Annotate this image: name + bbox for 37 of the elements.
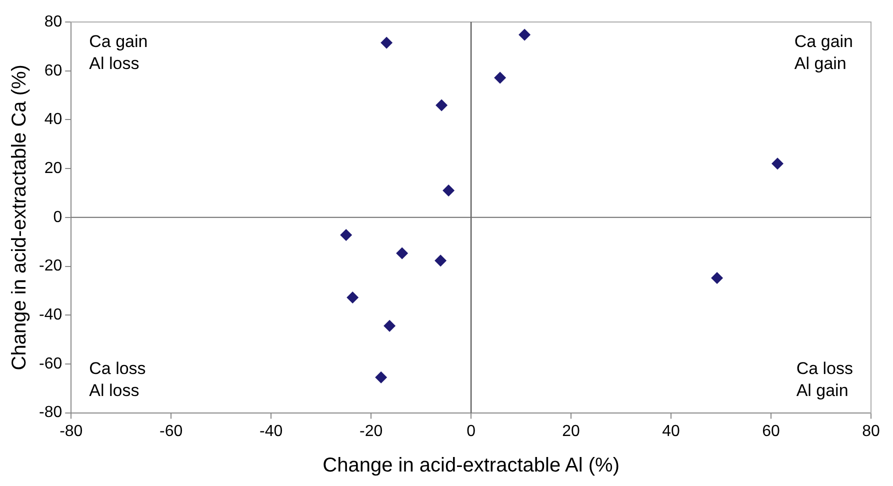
point	[434, 254, 447, 267]
point	[772, 158, 784, 170]
y-tick-label: 20	[44, 160, 62, 177]
x-tick-label: -40	[260, 422, 283, 440]
point	[494, 72, 506, 84]
point	[396, 247, 408, 260]
x-tick-label: 40	[662, 422, 680, 440]
annotation: Ca loss Al loss	[89, 358, 146, 400]
point	[375, 371, 388, 384]
point	[518, 28, 531, 41]
x-tick-label: 0	[466, 422, 476, 440]
x-axis-title: Change in acid-extractable Al (%)	[322, 454, 620, 477]
annotation: Ca gain Al gain	[794, 32, 854, 74]
x-tick-label: 60	[762, 422, 780, 440]
y-tick-label: 60	[44, 62, 62, 80]
point	[346, 292, 359, 304]
y-tick-label: -20	[39, 258, 62, 275]
point	[384, 320, 396, 332]
x-tick-label: -60	[160, 422, 183, 440]
point	[711, 272, 724, 284]
x-tick-label: -80	[60, 422, 83, 440]
y-tick-label: -80	[39, 404, 62, 422]
y-tick-label: 80	[44, 13, 62, 30]
y-tick-label: 40	[44, 111, 62, 128]
y-axis-title: Change in acid-extractable Ca (%)	[8, 64, 31, 370]
point	[380, 36, 393, 49]
y-tick-label: 0	[53, 208, 62, 226]
annotation: Ca loss Al gain	[796, 358, 853, 400]
x-tick-label: 20	[562, 422, 580, 440]
point	[340, 228, 352, 241]
annotation: Ca gain Al loss	[89, 32, 148, 74]
point	[442, 184, 455, 197]
y-tick-label: -40	[39, 306, 62, 324]
x-tick-label: 80	[862, 422, 880, 440]
point	[436, 99, 448, 112]
y-tick-label: -60	[39, 355, 62, 372]
x-tick-label: -20	[360, 422, 383, 440]
